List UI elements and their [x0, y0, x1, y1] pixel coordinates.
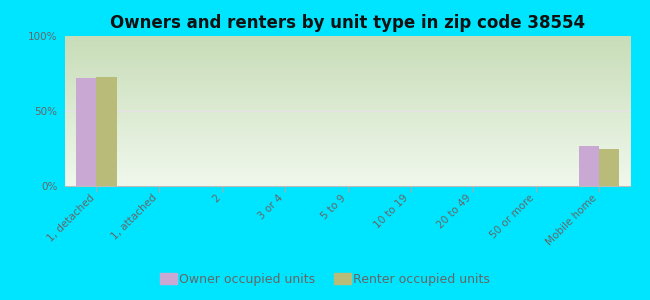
- Legend: Owner occupied units, Renter occupied units: Owner occupied units, Renter occupied un…: [155, 268, 495, 291]
- Bar: [599, 148, 619, 186]
- Bar: [96, 76, 116, 186]
- Bar: [579, 146, 599, 186]
- Bar: [76, 78, 96, 186]
- Title: Owners and renters by unit type in zip code 38554: Owners and renters by unit type in zip c…: [111, 14, 585, 32]
